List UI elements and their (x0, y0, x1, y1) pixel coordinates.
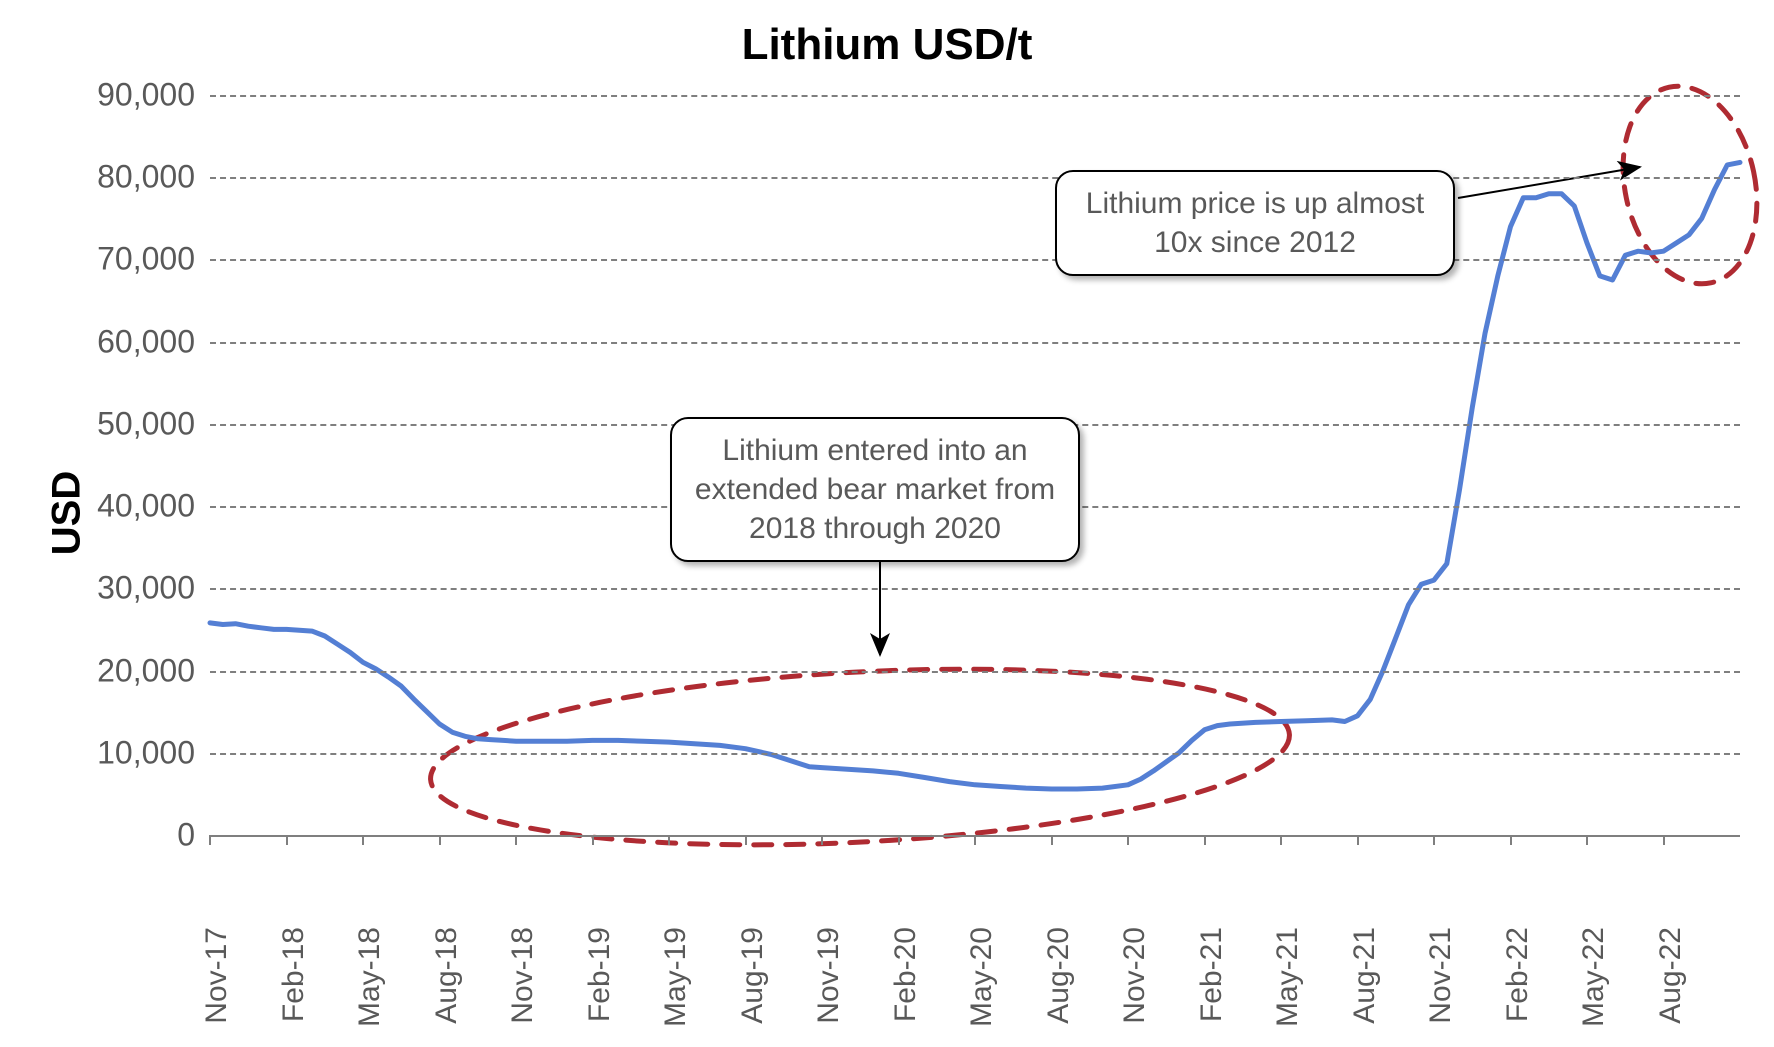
x-tick-label: May-19 (659, 927, 693, 1047)
callout-bear-market: Lithium entered into anextended bear mar… (670, 417, 1080, 562)
x-tick (209, 835, 211, 845)
gridline (210, 177, 1740, 179)
x-tick (1127, 835, 1129, 845)
gridline (210, 671, 1740, 673)
x-tick (1051, 835, 1053, 845)
x-tick (1663, 835, 1665, 845)
x-tick (1510, 835, 1512, 845)
x-tick (1204, 835, 1206, 845)
x-tick-label: Aug-21 (1348, 927, 1382, 1047)
x-tick (821, 835, 823, 845)
gridline (210, 753, 1740, 755)
x-tick (898, 835, 900, 845)
x-tick-label: Nov-20 (1118, 927, 1152, 1047)
x-tick-label: Feb-19 (583, 927, 617, 1047)
x-tick-label: May-18 (353, 927, 387, 1047)
y-tick-label: 90,000 (65, 77, 195, 114)
gridline (210, 259, 1740, 261)
x-tick-label: Feb-18 (277, 927, 311, 1047)
gridline (210, 588, 1740, 590)
x-tick (1433, 835, 1435, 845)
x-tick (439, 835, 441, 845)
x-tick-label: Aug-18 (430, 927, 464, 1047)
annotation-ellipse (426, 650, 1294, 865)
y-tick-label: 60,000 (65, 323, 195, 360)
y-tick-label: 0 (65, 817, 195, 854)
y-tick-label: 20,000 (65, 652, 195, 689)
x-tick-label: Feb-21 (1195, 927, 1229, 1047)
callout-price-up: Lithium price is up almost10x since 2012 (1055, 170, 1455, 276)
y-tick-label: 40,000 (65, 488, 195, 525)
x-tick (515, 835, 517, 845)
gridline (210, 342, 1740, 344)
x-tick-label: Aug-22 (1654, 927, 1688, 1047)
x-tick (974, 835, 976, 845)
x-tick (286, 835, 288, 845)
x-tick-label: Feb-22 (1501, 927, 1535, 1047)
x-tick-label: May-21 (1271, 927, 1305, 1047)
x-tick-label: Feb-20 (889, 927, 923, 1047)
x-tick-label: Aug-20 (1042, 927, 1076, 1047)
y-tick-label: 50,000 (65, 405, 195, 442)
x-tick (1586, 835, 1588, 845)
y-tick-label: 30,000 (65, 570, 195, 607)
x-tick-label: Nov-21 (1424, 927, 1458, 1047)
chart-container: Lithium USD/t USD 010,00020,00030,00040,… (0, 0, 1774, 1025)
annotation-ellipse (1606, 74, 1774, 297)
x-tick (1357, 835, 1359, 845)
x-tick-label: Nov-18 (506, 927, 540, 1047)
y-tick-label: 80,000 (65, 159, 195, 196)
gridline (210, 95, 1740, 97)
y-tick-label: 10,000 (65, 734, 195, 771)
x-tick-label: May-22 (1577, 927, 1611, 1047)
x-tick (668, 835, 670, 845)
plot-area: 010,00020,00030,00040,00050,00060,00070,… (210, 95, 1740, 835)
x-tick (362, 835, 364, 845)
x-tick-label: Nov-17 (200, 927, 234, 1047)
x-tick (745, 835, 747, 845)
x-tick-label: Aug-19 (736, 927, 770, 1047)
x-tick-label: May-20 (965, 927, 999, 1047)
x-tick (1280, 835, 1282, 845)
x-tick (592, 835, 594, 845)
chart-title: Lithium USD/t (742, 20, 1033, 70)
y-tick-label: 70,000 (65, 241, 195, 278)
x-tick-label: Nov-19 (812, 927, 846, 1047)
